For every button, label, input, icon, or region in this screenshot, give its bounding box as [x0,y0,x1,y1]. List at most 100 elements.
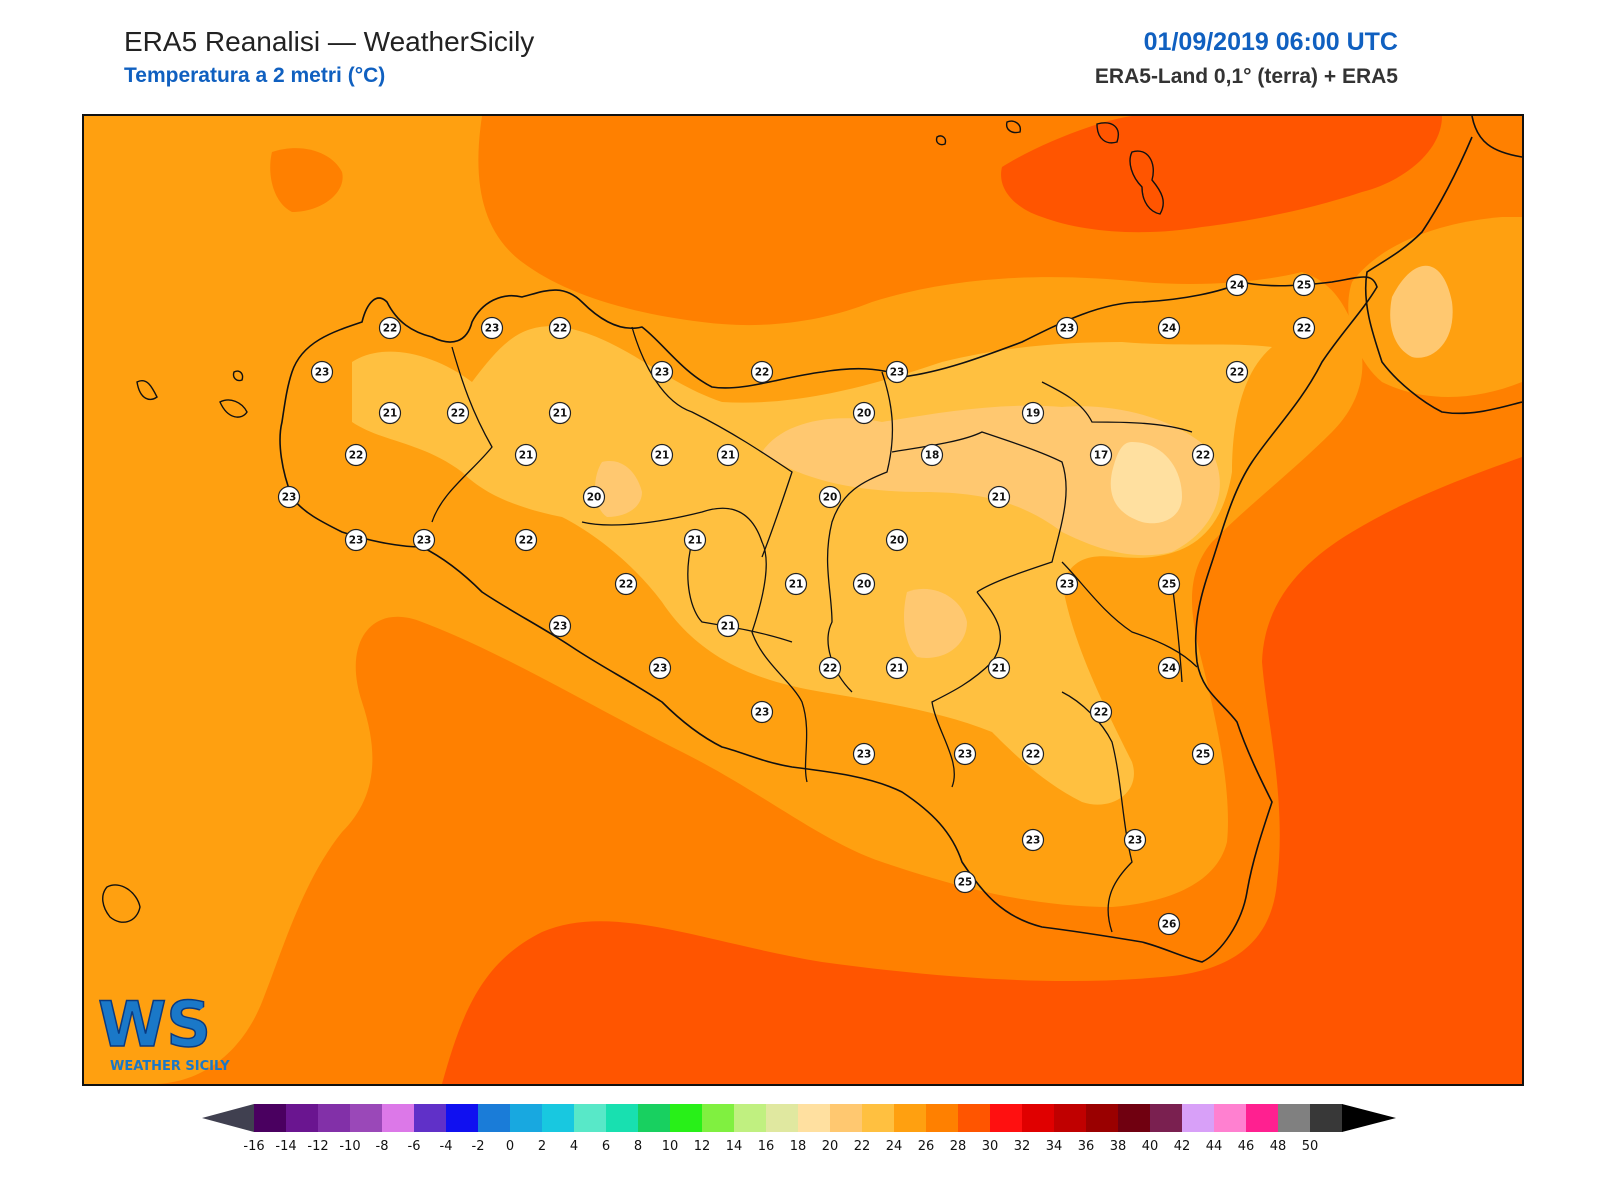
station-value: 20 [857,579,872,591]
station-circle [987,656,1011,680]
station-circle [412,528,436,552]
station-circle [716,614,740,638]
station-value: 17 [1094,450,1109,462]
station-value: 18 [925,450,940,462]
station-value: 22 [1094,707,1109,719]
colorbar-box [350,1104,383,1132]
station-value: 25 [1162,579,1177,591]
station-marker: 23 [548,614,572,638]
colorbar-tick-label: 50 [1302,1139,1319,1154]
colorbar-tick-label: 2 [538,1139,546,1154]
station-marker: 25 [1292,273,1316,297]
logo-graphic: WS WEATHER SICILY [97,987,244,1074]
station-value: 22 [383,323,398,335]
station-value: 23 [1060,579,1075,591]
colorbar-box [798,1104,831,1132]
colorbar-tick-label: 8 [634,1139,642,1154]
station-marker: 17 [1089,443,1113,467]
colorbar-box [414,1104,447,1132]
station-value: 22 [823,663,838,675]
station-value: 24 [1162,663,1177,675]
station-value: 24 [1230,280,1245,292]
colorbar-box [478,1104,511,1132]
station-marker: 23 [277,485,301,509]
colorbar-under-arrow [202,1104,254,1132]
colorbar-labels: -16 -14 -12 -10 -8 -6 -4 -2 0 2 4 6 8 10 12 14 16 18 20 22 2… [243,1139,1318,1154]
station-circle [987,485,1011,509]
colorbar-box [286,1104,319,1132]
colorbar-box [702,1104,735,1132]
station-circle [1021,828,1045,852]
colorbar-box [958,1104,991,1132]
station-circle [716,443,740,467]
station-marker: 20 [852,401,876,425]
station-marker: 22 [1191,443,1215,467]
colorbar-boxes [202,1104,1396,1132]
colorbar-box [318,1104,351,1132]
station-value: 21 [655,450,670,462]
colorbar-box [862,1104,895,1132]
colorbar-box [254,1104,287,1132]
station-value: 23 [282,492,297,504]
station-marker: 20 [582,485,606,509]
station-circle [852,401,876,425]
colorbar-tick-label: -14 [275,1139,296,1154]
station-value: 22 [755,367,770,379]
colorbar-box [1054,1104,1087,1132]
station-circle [277,485,301,509]
station-circle [514,443,538,467]
station-value: 23 [553,621,568,633]
colorbar-tick-label: 48 [1270,1139,1287,1154]
station-circle [683,528,707,552]
station-circle [1021,401,1045,425]
station-marker: 21 [514,443,538,467]
weathersicily-logo: WS WEATHER SICILY [96,978,246,1078]
colorbar-tick-label: 14 [726,1139,743,1154]
station-marker: 23 [1055,316,1079,340]
station-circle [818,656,842,680]
station-value: 24 [1162,323,1177,335]
station-circle [852,742,876,766]
station-value: 25 [958,877,973,889]
colorbar-tick-label: -12 [307,1139,328,1154]
station-circle [650,443,674,467]
station-marker: 23 [310,360,334,384]
colorbar-box [1182,1104,1215,1132]
station-value: 23 [890,367,905,379]
station-circle [953,742,977,766]
station-circle [818,485,842,509]
station-circle [1055,316,1079,340]
station-marker: 26 [1157,912,1181,936]
station-marker: 25 [953,870,977,894]
station-marker: 22 [446,401,470,425]
station-marker: 22 [514,528,538,552]
station-circle [885,528,909,552]
station-marker: 23 [480,316,504,340]
header-right: 01/09/2019 06:00 UTC ERA5-Land 0,1° (ter… [1095,28,1398,89]
station-value: 23 [315,367,330,379]
temperature-map: 23 22 23 22 23 22 23 23 24 24 25 21 22 21 20 19 22 22 21 21… [82,114,1524,1086]
colorbar-tick-label: 0 [506,1139,514,1154]
station-marker: 21 [987,656,1011,680]
station-marker: 21 [650,443,674,467]
station-circle [378,401,402,425]
station-marker: 23 [953,742,977,766]
station-marker: 23 [750,700,774,724]
header-left: ERA5 Reanalisi — WeatherSicily Temperatu… [124,26,534,88]
colorbar-box [606,1104,639,1132]
station-value: 23 [653,663,668,675]
station-circle [480,316,504,340]
colorbar-tick-label: -4 [440,1139,453,1154]
station-value: 23 [417,535,432,547]
station-marker: 21 [716,614,740,638]
station-value: 22 [619,579,634,591]
colorbar-box [1118,1104,1151,1132]
station-circle [548,316,572,340]
station-circle [1157,572,1181,596]
station-marker: 22 [1292,316,1316,340]
colorbar-box [990,1104,1023,1132]
logo-letters: WS [98,988,211,1061]
station-marker: 19 [1021,401,1045,425]
colorbar-tick-label: 18 [790,1139,807,1154]
station-circle [1089,700,1113,724]
